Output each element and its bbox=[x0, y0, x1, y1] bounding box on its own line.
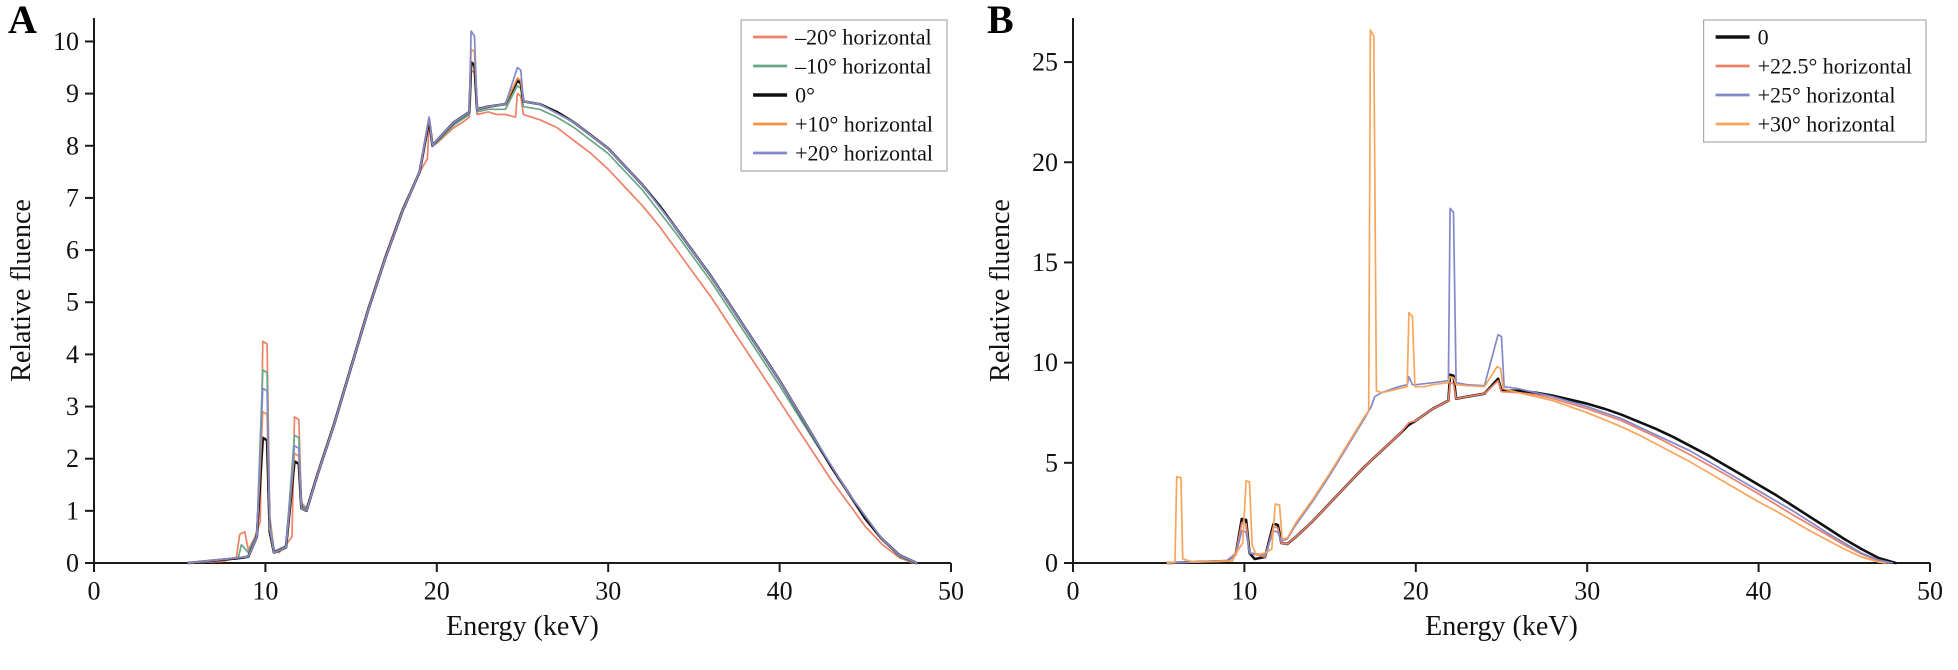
series-line-0 bbox=[1166, 373, 1897, 565]
x-tick-label: 30 bbox=[595, 576, 621, 605]
y-tick-label: 6 bbox=[66, 236, 79, 265]
x-axis-title: Energy (keV) bbox=[446, 611, 599, 642]
y-axis-title: Relative fluence bbox=[985, 199, 1016, 382]
x-tick-label: 10 bbox=[1231, 576, 1257, 605]
y-tick-label: 3 bbox=[66, 392, 79, 421]
panel-a-letter: A bbox=[8, 0, 37, 42]
x-tick-label: 0 bbox=[88, 576, 101, 605]
y-tick-label: 5 bbox=[66, 288, 79, 317]
chart-a-fluence-vs-energy: 0 10 20 30 40 50 0 1 2 3 4 5 6 7 8 9 10 Energy (keV) Relat… bbox=[0, 0, 979, 665]
legend-box bbox=[1702, 19, 1927, 143]
x-tick-label: 40 bbox=[1746, 576, 1772, 605]
legend-label-0: 0 bbox=[1758, 25, 1769, 50]
x-axis-title: Energy (keV) bbox=[1425, 611, 1578, 642]
legend-label-1: –10° horizontal bbox=[794, 54, 932, 79]
y-tick-label: 10 bbox=[1032, 348, 1058, 377]
panel-a: A 0 10 20 30 40 50 0 1 2 3 4 5 6 7 8 9 10 Energy (keV) Rel… bbox=[0, 0, 979, 665]
legend-label-2: 0° bbox=[795, 83, 815, 108]
x-tick-label: 40 bbox=[767, 576, 793, 605]
series-line-1 bbox=[1166, 379, 1890, 564]
y-tick-label: 8 bbox=[66, 131, 79, 160]
legend-label-1: +22.5° horizontal bbox=[1758, 54, 1912, 79]
panel-b-letter: B bbox=[987, 0, 1014, 42]
x-tick-label: 10 bbox=[252, 576, 278, 605]
panel-b: B 0 10 20 30 40 50 0 5 10 15 20 25 Energy (keV) Relat… bbox=[979, 0, 1958, 665]
x-tick-label: 0 bbox=[1067, 576, 1080, 605]
y-tick-label: 0 bbox=[1045, 549, 1058, 578]
legend: –20° horizontal –10° horizontal 0° +10° hor… bbox=[740, 19, 948, 172]
y-tick-label: 20 bbox=[1032, 148, 1058, 177]
series-line-3 bbox=[1166, 29, 1887, 564]
x-tick-label: 20 bbox=[1403, 576, 1429, 605]
series-line-2 bbox=[1166, 207, 1894, 564]
y-tick-label: 0 bbox=[66, 549, 79, 578]
legend-label-3: +30° horizontal bbox=[1758, 112, 1896, 137]
x-tick-label: 30 bbox=[1574, 576, 1600, 605]
y-tick-label: 7 bbox=[66, 183, 79, 212]
legend: 0 +22.5° horizontal +25° horizontal +30° ho… bbox=[1702, 19, 1927, 143]
legend-label-0: –20° horizontal bbox=[794, 25, 932, 50]
legend-label-4: +20° horizontal bbox=[795, 141, 933, 166]
x-tick-label: 20 bbox=[424, 576, 450, 605]
legend-label-3: +10° horizontal bbox=[795, 112, 933, 137]
y-tick-label: 9 bbox=[66, 79, 79, 108]
x-tick-label: 50 bbox=[938, 576, 964, 605]
y-tick-label: 4 bbox=[66, 340, 79, 369]
chart-svg: 0 10 20 30 40 50 0 5 10 15 20 25 Energy (keV) Relativ… bbox=[985, 18, 1943, 642]
chart-svg: 0 10 20 30 40 50 0 1 2 3 4 5 6 7 8 9 10 Energy (keV) Relat… bbox=[6, 18, 964, 642]
chart-b-fluence-vs-energy: 0 10 20 30 40 50 0 5 10 15 20 25 Energy (keV) Relativ… bbox=[979, 0, 1958, 665]
y-tick-label: 10 bbox=[53, 27, 79, 56]
legend-label-2: +25° horizontal bbox=[1758, 83, 1896, 108]
x-tick-label: 50 bbox=[1917, 576, 1943, 605]
y-tick-label: 25 bbox=[1032, 48, 1058, 77]
y-tick-label: 15 bbox=[1032, 248, 1058, 277]
y-tick-label: 5 bbox=[1045, 448, 1058, 477]
y-tick-label: 2 bbox=[66, 444, 79, 473]
series-line-4 bbox=[187, 30, 918, 564]
y-tick-label: 1 bbox=[66, 496, 79, 525]
y-axis-title: Relative fluence bbox=[6, 199, 37, 382]
